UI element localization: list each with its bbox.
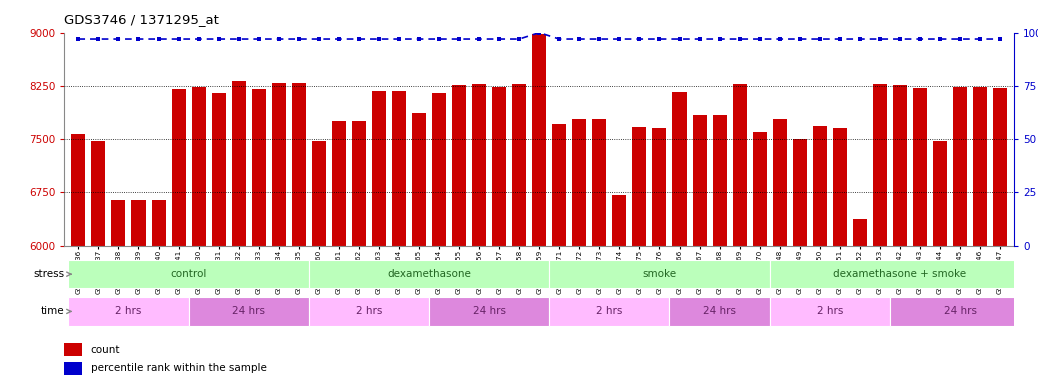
Bar bbox=[429, 297, 549, 326]
Text: stress: stress bbox=[33, 269, 71, 279]
Text: count: count bbox=[90, 345, 120, 355]
Bar bbox=[472, 84, 486, 384]
Bar bbox=[733, 84, 746, 384]
Text: 2 hrs: 2 hrs bbox=[356, 306, 382, 316]
Bar bbox=[793, 139, 807, 384]
Bar bbox=[512, 84, 526, 384]
Bar bbox=[692, 115, 707, 384]
Bar bbox=[813, 126, 827, 384]
Bar bbox=[769, 260, 1030, 288]
Bar bbox=[272, 83, 285, 384]
Bar bbox=[492, 87, 507, 384]
Bar bbox=[251, 89, 266, 384]
Text: 2 hrs: 2 hrs bbox=[596, 306, 623, 316]
Bar bbox=[91, 141, 106, 384]
Bar bbox=[632, 127, 647, 384]
Bar bbox=[372, 91, 386, 384]
Text: dexamethasone: dexamethasone bbox=[387, 269, 471, 279]
Bar bbox=[192, 87, 206, 384]
Bar bbox=[352, 121, 366, 384]
Bar bbox=[64, 362, 82, 375]
Text: time: time bbox=[40, 306, 71, 316]
Text: 24 hrs: 24 hrs bbox=[233, 306, 265, 316]
Bar bbox=[873, 84, 886, 384]
Bar bbox=[432, 93, 446, 384]
Text: dexamethasone + smoke: dexamethasone + smoke bbox=[834, 269, 966, 279]
Bar bbox=[231, 81, 246, 384]
Bar bbox=[212, 93, 225, 384]
Bar bbox=[953, 87, 967, 384]
Text: percentile rank within the sample: percentile rank within the sample bbox=[90, 363, 267, 373]
Bar bbox=[69, 260, 309, 288]
Bar bbox=[292, 83, 306, 384]
Bar bbox=[552, 124, 567, 384]
Bar bbox=[673, 92, 686, 384]
Text: control: control bbox=[170, 269, 207, 279]
Text: 2 hrs: 2 hrs bbox=[115, 306, 141, 316]
Bar bbox=[670, 297, 769, 326]
Text: 2 hrs: 2 hrs bbox=[817, 306, 843, 316]
Bar bbox=[549, 297, 670, 326]
Bar bbox=[593, 119, 606, 384]
Bar bbox=[69, 297, 189, 326]
Bar bbox=[453, 85, 466, 384]
Text: smoke: smoke bbox=[643, 269, 677, 279]
Bar bbox=[152, 200, 165, 384]
Bar bbox=[412, 113, 426, 384]
Bar bbox=[392, 91, 406, 384]
Text: 24 hrs: 24 hrs bbox=[472, 306, 506, 316]
Bar bbox=[171, 89, 186, 384]
Bar bbox=[712, 115, 727, 384]
Bar bbox=[853, 219, 867, 384]
Bar bbox=[72, 134, 85, 384]
Bar bbox=[913, 88, 927, 384]
Text: GDS3746 / 1371295_at: GDS3746 / 1371295_at bbox=[64, 13, 219, 26]
Bar bbox=[311, 141, 326, 384]
Bar bbox=[612, 195, 626, 384]
Bar bbox=[309, 260, 549, 288]
Bar bbox=[890, 297, 1030, 326]
Bar bbox=[893, 85, 907, 384]
Bar bbox=[973, 87, 987, 384]
Bar bbox=[111, 200, 126, 384]
Bar bbox=[189, 297, 309, 326]
Bar bbox=[132, 200, 145, 384]
Bar bbox=[993, 88, 1007, 384]
Bar bbox=[332, 121, 346, 384]
Text: 24 hrs: 24 hrs bbox=[944, 306, 977, 316]
Bar bbox=[309, 297, 429, 326]
Bar bbox=[549, 260, 769, 288]
Bar bbox=[753, 132, 767, 384]
Text: 24 hrs: 24 hrs bbox=[703, 306, 736, 316]
Bar bbox=[832, 128, 847, 384]
Bar bbox=[769, 297, 890, 326]
Bar bbox=[532, 34, 546, 384]
Bar bbox=[653, 128, 666, 384]
Bar bbox=[64, 343, 82, 356]
Bar bbox=[572, 119, 586, 384]
Bar bbox=[772, 119, 787, 384]
Bar bbox=[933, 141, 947, 384]
